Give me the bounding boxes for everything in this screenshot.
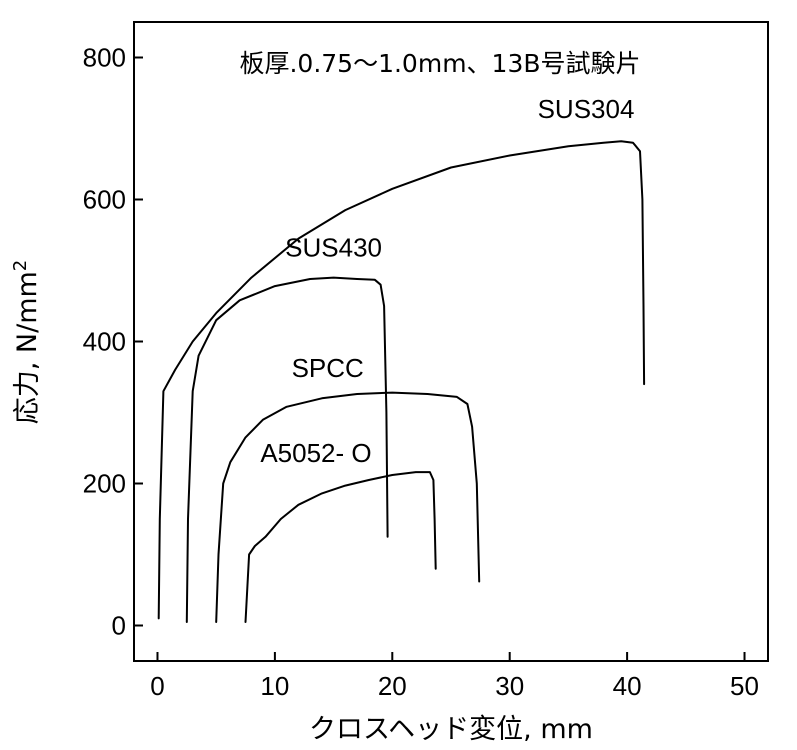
x-tick-label: 30 [495,671,524,701]
series-line-sus430 [185,276,389,623]
series-labels: SUS304 SUS430 SPCC A5052- O [260,94,634,468]
x-axis-title: クロスヘッド変位, mm [309,714,593,745]
x-tick-label: 10 [260,671,289,701]
y-axis-title-superscript: 2 [10,260,31,271]
x-tick-label: 40 [613,671,642,701]
series-label-spcc: SPCC [292,353,364,383]
y-tick-label: 800 [83,43,126,73]
y-axis-title-main: 応力, N/mm [12,271,43,424]
y-tick-label: 0 [112,611,126,641]
x-tick-label: 20 [378,671,407,701]
series-label-sus430: SUS430 [285,232,382,262]
y-tick-label: 400 [83,327,126,357]
series-lines [157,140,646,623]
series-line-spcc [215,391,481,623]
y-axis-ticks: 0 200 400 600 800 [83,43,143,641]
x-tick-label: 50 [730,671,759,701]
chart-title: 板厚.0.75～1.0mm、13B号試験片 [239,49,640,78]
series-label-a5052-o: A5052- O [260,438,371,468]
series-line-sus304 [157,140,646,620]
y-tick-label: 600 [83,185,126,215]
series-label-sus304: SUS304 [538,94,635,124]
series-line-a5052-o [244,471,437,623]
x-axis-ticks: 0 10 20 30 40 50 [150,652,759,701]
y-tick-label: 200 [83,469,126,499]
x-tick-label: 0 [150,671,164,701]
y-axis-title: 応力, N/mm2 [10,260,43,425]
plot-frame-group [133,21,769,662]
plot-frame [133,21,769,662]
